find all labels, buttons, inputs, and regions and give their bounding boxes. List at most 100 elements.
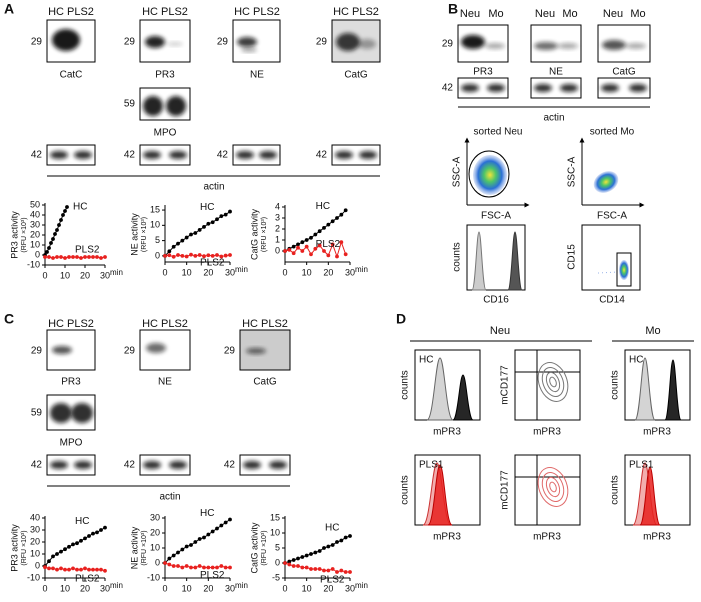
data-point bbox=[180, 547, 185, 552]
data-point bbox=[322, 249, 326, 253]
data-point bbox=[59, 255, 63, 259]
blot-band bbox=[241, 48, 257, 52]
data-point bbox=[184, 564, 189, 568]
y-axis-label: (RFU ×10³) bbox=[141, 217, 148, 252]
data-point bbox=[339, 240, 344, 245]
data-point bbox=[197, 564, 202, 568]
data-point bbox=[219, 214, 224, 219]
label: mPR3 bbox=[533, 532, 561, 543]
label: CatC bbox=[60, 70, 83, 81]
blot-band bbox=[629, 84, 647, 92]
data-point bbox=[202, 565, 206, 570]
data-point bbox=[317, 567, 322, 571]
label: MPO bbox=[60, 438, 83, 449]
y-tick-label: 0 bbox=[35, 249, 40, 259]
label: counts bbox=[452, 242, 463, 271]
label: 59 bbox=[31, 408, 43, 419]
y-axis-label: (RFU ×10³) bbox=[141, 530, 148, 565]
y-tick-label: 30 bbox=[30, 524, 40, 534]
data-point bbox=[202, 224, 206, 229]
plot-frame bbox=[514, 454, 581, 526]
label: HC bbox=[629, 355, 643, 366]
data-point bbox=[317, 549, 322, 553]
blot-band bbox=[359, 151, 377, 159]
data-point bbox=[180, 565, 185, 570]
y-tick-label: 0 bbox=[155, 250, 160, 260]
label: 59 bbox=[124, 99, 136, 110]
data-point bbox=[296, 564, 300, 568]
data-point bbox=[304, 238, 309, 242]
label: Mo bbox=[562, 8, 577, 20]
x-tick-label: 20 bbox=[323, 267, 333, 277]
label: SSC-A bbox=[567, 156, 578, 187]
series-label: PLS2 bbox=[316, 239, 341, 250]
data-point bbox=[176, 564, 180, 568]
label: mPR3 bbox=[533, 427, 561, 438]
y-tick-label: 2 bbox=[275, 223, 280, 233]
data-point bbox=[75, 255, 79, 259]
label: CD14 bbox=[599, 295, 625, 306]
data-point bbox=[171, 254, 176, 259]
y-tick-label: 1 bbox=[275, 234, 280, 244]
data-point bbox=[189, 543, 193, 547]
data-point bbox=[176, 241, 180, 246]
data-point bbox=[206, 565, 211, 570]
label: actin bbox=[203, 182, 224, 193]
series-line bbox=[164, 562, 230, 569]
data-point bbox=[296, 245, 300, 250]
label: 29 bbox=[31, 37, 43, 48]
label: counts bbox=[610, 370, 621, 399]
density-cloud bbox=[473, 155, 507, 195]
x-tick-label: 0 bbox=[282, 267, 287, 277]
data-point bbox=[197, 537, 202, 541]
data-point bbox=[219, 523, 224, 528]
data-point bbox=[300, 565, 305, 570]
data-point bbox=[163, 561, 167, 565]
data-point bbox=[228, 565, 232, 570]
histogram bbox=[634, 357, 656, 421]
x-tick-label: 30 bbox=[345, 267, 355, 277]
data-point bbox=[180, 238, 185, 243]
blot-band bbox=[50, 461, 68, 469]
series-label: HC bbox=[75, 516, 89, 527]
data-point bbox=[335, 570, 339, 574]
data-point bbox=[206, 221, 211, 226]
y-tick-label: 10 bbox=[150, 542, 160, 552]
data-point bbox=[63, 256, 67, 260]
data-point bbox=[202, 535, 206, 540]
label: 42 bbox=[442, 83, 454, 94]
data-point bbox=[283, 249, 287, 253]
data-point bbox=[300, 555, 305, 559]
blot-frame bbox=[597, 77, 651, 99]
y-tick-label: 0 bbox=[275, 245, 280, 255]
data-point bbox=[215, 526, 219, 531]
data-point bbox=[79, 567, 83, 572]
y-tick-label: 5 bbox=[155, 235, 160, 245]
data-point bbox=[99, 528, 103, 532]
y-axis-label: CatG activity bbox=[249, 522, 259, 574]
x-tick-label: 0 bbox=[42, 270, 47, 280]
label: CatG bbox=[344, 70, 368, 81]
label: 29 bbox=[442, 39, 454, 50]
series-line bbox=[284, 535, 351, 564]
label: 42 bbox=[124, 460, 136, 471]
label: CatG bbox=[612, 67, 636, 78]
data-point bbox=[59, 566, 63, 571]
contour bbox=[549, 481, 557, 493]
x-tick-label: 10 bbox=[182, 583, 192, 593]
y-tick-label: 10 bbox=[150, 220, 160, 230]
y-tick-label: 15 bbox=[150, 204, 160, 214]
x-tick-label: 10 bbox=[302, 267, 312, 277]
histogram bbox=[639, 466, 661, 526]
label: HC PLS2 bbox=[242, 318, 288, 330]
label: Mo bbox=[488, 8, 503, 20]
blot-band bbox=[143, 96, 163, 116]
label: PLS1 bbox=[629, 460, 654, 471]
data-point bbox=[193, 565, 198, 570]
blot-band bbox=[167, 42, 183, 46]
data-point bbox=[176, 253, 180, 257]
data-point bbox=[51, 554, 55, 559]
data-point bbox=[65, 205, 69, 209]
data-point bbox=[103, 525, 107, 530]
label: PLS1 bbox=[419, 460, 444, 471]
